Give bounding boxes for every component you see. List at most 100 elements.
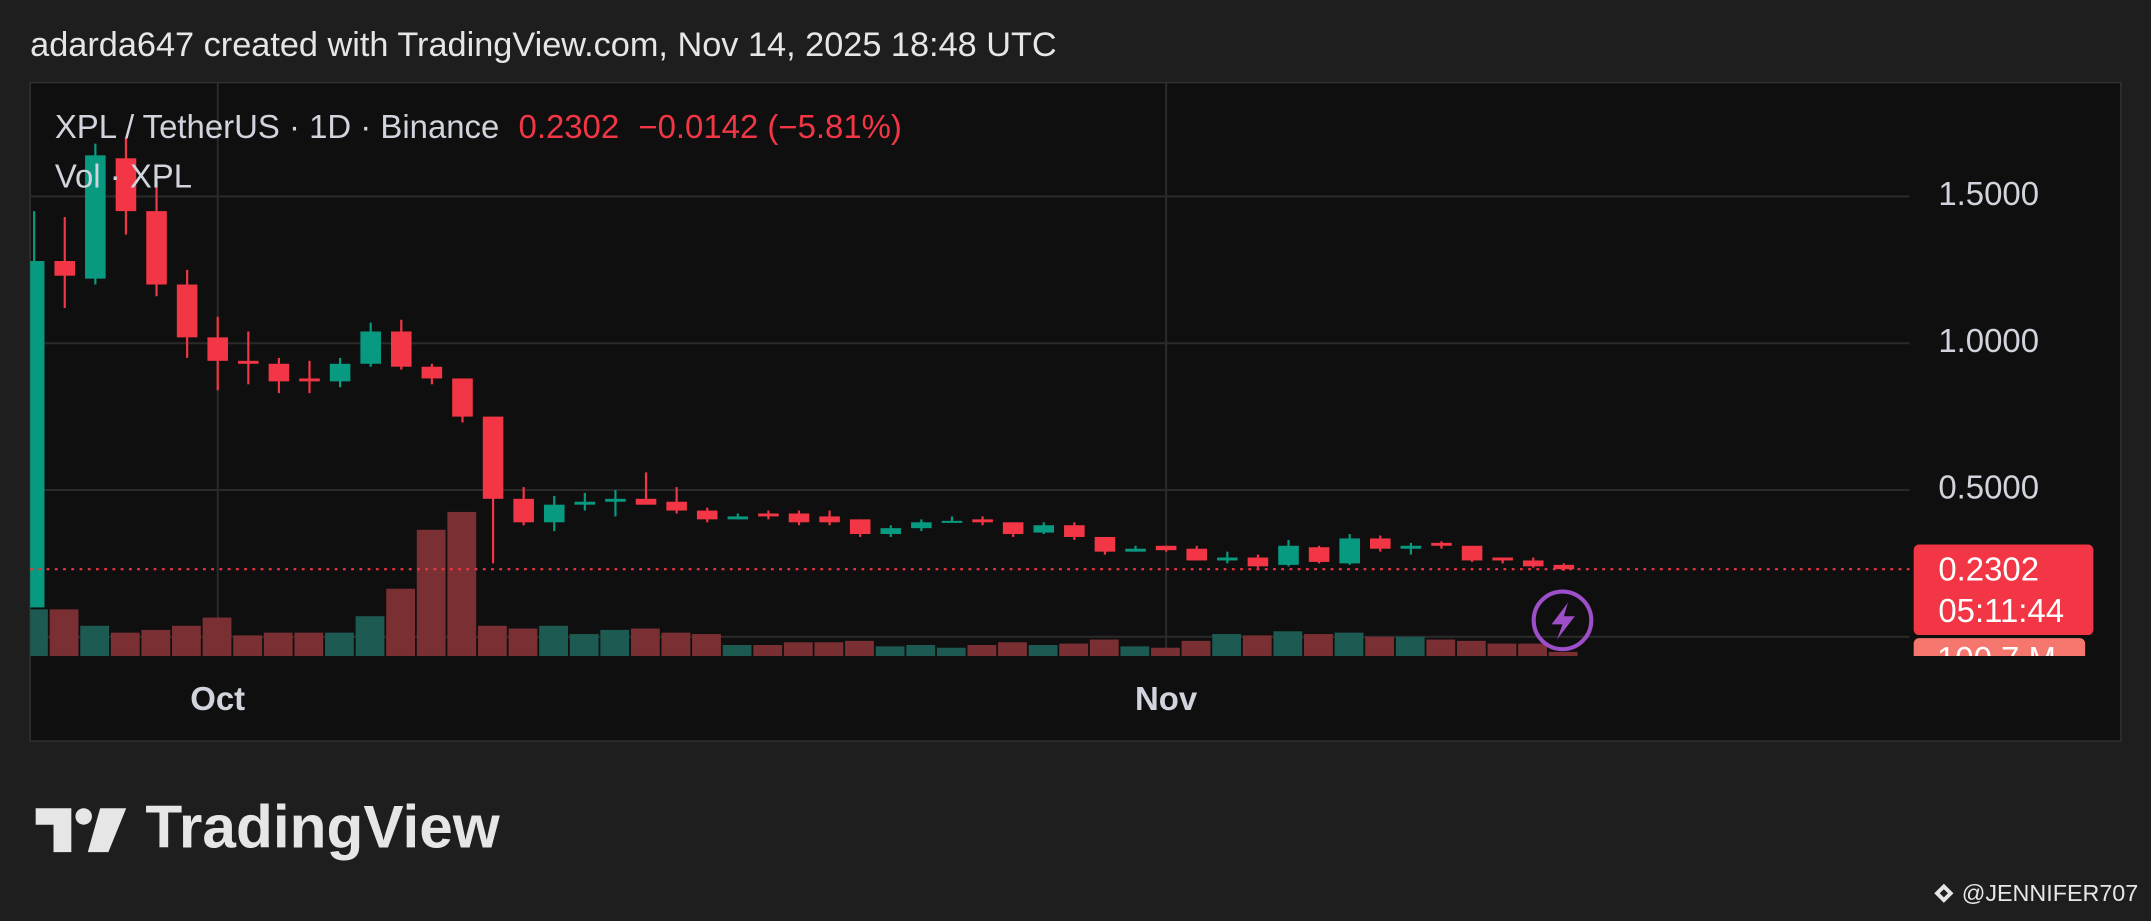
candle-body [268, 363, 290, 382]
candle-body [207, 337, 229, 361]
volume-bar [1151, 647, 1180, 656]
candle-body [849, 519, 871, 535]
y-tick-label: 0.5000 [1938, 469, 2039, 506]
candle-body [1400, 545, 1422, 549]
candle-body [1492, 557, 1513, 561]
volume-bar [1487, 643, 1517, 656]
candle-body [1125, 548, 1146, 552]
candle-body [482, 416, 504, 499]
volume-bar [263, 632, 293, 656]
candle-body [911, 522, 932, 529]
volume-bar [1273, 631, 1303, 656]
volume-bar [1181, 640, 1211, 656]
candle-body [146, 211, 167, 285]
volume-bar [906, 645, 936, 656]
alert-icon [1531, 589, 1594, 652]
volume-legend: Vol · XPL [55, 157, 192, 194]
last-price-label: 0.2302 [1938, 551, 2039, 588]
candle-body [1033, 525, 1055, 533]
volume-bar [569, 634, 599, 656]
volume-bar [1028, 645, 1058, 656]
volume-bar [1059, 643, 1089, 656]
candle-body [1431, 542, 1452, 546]
last-price-box [1913, 544, 2094, 636]
volume-bar [722, 645, 752, 656]
candle-body [1522, 560, 1544, 567]
volume-bar [1212, 634, 1242, 656]
volume-bar [1456, 640, 1486, 656]
candle-body [1064, 525, 1085, 537]
legend: XPL / TetherUS · 1D · Binance 0.2302 −0.… [55, 108, 902, 194]
volume-bar [80, 625, 110, 656]
volume-bar [355, 616, 385, 656]
candle-body [115, 158, 137, 212]
volume-bar [661, 632, 691, 656]
volume-bar [447, 511, 477, 656]
candle-body [788, 513, 810, 523]
candle-body [819, 516, 840, 523]
candle-body [1278, 545, 1299, 565]
volume-bar [1089, 639, 1119, 656]
candle-body [54, 261, 76, 276]
volume-bar [814, 642, 844, 656]
volume-bar [1304, 634, 1333, 656]
candle-body [30, 261, 45, 608]
grid [30, 82, 1910, 656]
volume-bar [233, 635, 263, 656]
volume-bar [1548, 651, 1578, 656]
candle-body [696, 510, 718, 520]
y-tick-label: 1.5000 [1938, 175, 2039, 212]
volume-bar [172, 625, 201, 656]
candle-body [390, 331, 412, 367]
candle-body [1186, 548, 1208, 561]
candle-body [1217, 557, 1238, 561]
logo-text: TradingView [145, 793, 500, 861]
volume-bar [539, 625, 568, 656]
candle-body [238, 360, 259, 364]
candle-body [1308, 547, 1330, 562]
x-tick-label: Oct [190, 680, 245, 717]
candle-body [452, 378, 473, 417]
legend-close: 0.2302 [519, 108, 620, 145]
volume-bar [508, 628, 538, 656]
candle-body [635, 498, 657, 505]
x-tick-label: Nov [1135, 680, 1198, 717]
candle-body [1002, 522, 1024, 535]
volume-bar [1365, 636, 1395, 656]
candle-body [1339, 538, 1360, 564]
volume-bar [1120, 646, 1150, 656]
volume-bar [1334, 632, 1364, 656]
volume-bar [49, 609, 79, 656]
volume-bar [783, 642, 813, 656]
candle-body [972, 519, 993, 523]
watermark: @JENNIFER707 [1962, 880, 2139, 906]
volume-bar [875, 646, 905, 656]
volume-bar [1518, 643, 1547, 656]
volume-bar [477, 625, 507, 656]
y-tick-label: 1.0000 [1938, 322, 2039, 359]
volume-bar [936, 647, 966, 656]
volume-bar [110, 632, 140, 656]
volume-bar [202, 617, 232, 656]
candle-body [543, 504, 565, 523]
candle-body [299, 378, 320, 382]
candle-body [1155, 545, 1177, 551]
candle-body [941, 520, 963, 523]
candle-body [1553, 564, 1575, 570]
volume-bar [30, 609, 48, 656]
volume-label: 100.7 M [1937, 640, 2056, 677]
symbol: XPL / TetherUS · 1D · Binance [55, 108, 499, 145]
volume-bar [600, 629, 630, 656]
price-axis: 100.7 M 0.2302 05:11:44 [1913, 544, 2094, 677]
volume-bar [1395, 636, 1425, 656]
header: adarda647 created with TradingView.com, … [30, 26, 1057, 64]
volume-bar [386, 588, 416, 656]
candle-body [1369, 538, 1391, 549]
candle-body [1094, 536, 1116, 552]
candle-body [666, 501, 687, 511]
countdown: 05:11:44 [1938, 592, 2064, 629]
candle-body [176, 284, 198, 338]
volume-label-box [1913, 638, 2086, 656]
volume-bar [1426, 639, 1456, 656]
